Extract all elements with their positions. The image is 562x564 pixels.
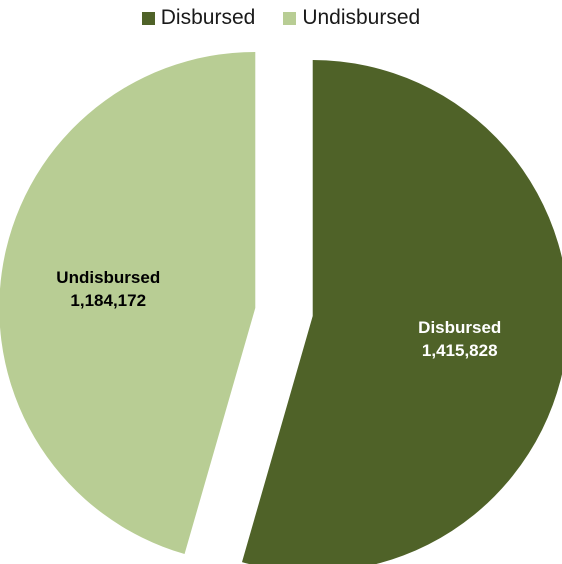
legend-label-disbursed: Disbursed — [160, 6, 256, 29]
pie-slice-undisbursed — [0, 51, 256, 554]
slice-labels: Disbursed 1,415,828 Undisbursed 1,184,172 — [56, 268, 501, 360]
legend-item-undisbursed: Undisbursed — [283, 6, 420, 30]
pie-slice-disbursed — [241, 60, 562, 564]
legend-label-undisbursed: Undisbursed — [302, 6, 421, 29]
legend-item-disbursed: Disbursed — [141, 6, 256, 30]
slice-label-name-disbursed: Disbursed — [418, 318, 501, 337]
chart-legend: Disbursed Undisbursed — [0, 6, 562, 30]
slice-label-name-undisbursed: Undisbursed — [56, 268, 160, 287]
legend-swatch-disbursed — [141, 11, 155, 25]
slice-label-value-undisbursed: 1,184,172 — [70, 291, 146, 310]
slice-label-value-disbursed: 1,415,828 — [422, 341, 498, 360]
pie-slices — [0, 51, 562, 564]
legend-swatch-undisbursed — [283, 11, 297, 25]
